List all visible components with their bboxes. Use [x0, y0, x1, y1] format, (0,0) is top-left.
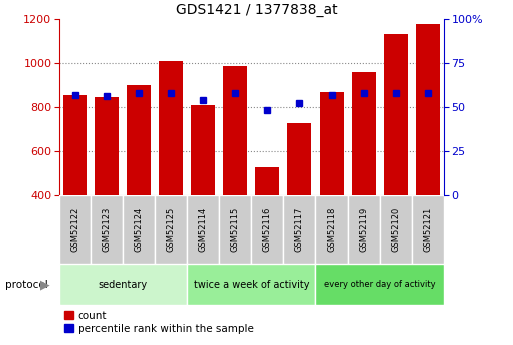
Bar — [283, 195, 315, 264]
Bar — [255, 167, 280, 195]
Text: protocol: protocol — [5, 280, 48, 289]
Bar — [287, 124, 311, 195]
Bar — [187, 195, 220, 264]
Bar — [380, 195, 411, 264]
Bar — [384, 34, 408, 195]
Bar — [59, 264, 187, 305]
Bar — [348, 195, 380, 264]
Bar — [59, 195, 91, 264]
Text: ▶: ▶ — [40, 278, 49, 291]
Bar — [411, 195, 444, 264]
Text: GSM52119: GSM52119 — [359, 207, 368, 252]
Text: GDS1421 / 1377838_at: GDS1421 / 1377838_at — [175, 3, 338, 17]
Bar — [220, 195, 251, 264]
Bar — [416, 24, 440, 195]
Text: sedentary: sedentary — [98, 280, 148, 289]
Bar — [191, 105, 215, 195]
Bar — [63, 95, 87, 195]
Legend: count, percentile rank within the sample: count, percentile rank within the sample — [64, 310, 253, 334]
Bar — [127, 85, 151, 195]
Text: GSM52120: GSM52120 — [391, 207, 400, 252]
Bar — [123, 195, 155, 264]
Text: every other day of activity: every other day of activity — [324, 280, 436, 289]
Bar — [315, 264, 444, 305]
Text: GSM52121: GSM52121 — [423, 207, 432, 252]
Bar — [251, 195, 283, 264]
Bar — [155, 195, 187, 264]
Bar — [95, 97, 119, 195]
Bar — [159, 61, 183, 195]
Bar — [351, 72, 376, 195]
Text: GSM52123: GSM52123 — [103, 207, 112, 252]
Bar — [315, 195, 348, 264]
Text: GSM52114: GSM52114 — [199, 207, 208, 252]
Text: GSM52124: GSM52124 — [134, 207, 144, 252]
Bar — [320, 91, 344, 195]
Text: GSM52125: GSM52125 — [167, 207, 176, 252]
Text: GSM52118: GSM52118 — [327, 207, 336, 252]
Text: GSM52116: GSM52116 — [263, 207, 272, 252]
Bar — [187, 264, 315, 305]
Text: GSM52122: GSM52122 — [70, 207, 80, 252]
Text: GSM52117: GSM52117 — [295, 207, 304, 252]
Text: twice a week of activity: twice a week of activity — [193, 280, 309, 289]
Text: GSM52115: GSM52115 — [231, 207, 240, 252]
Bar — [91, 195, 123, 264]
Bar — [223, 66, 247, 195]
